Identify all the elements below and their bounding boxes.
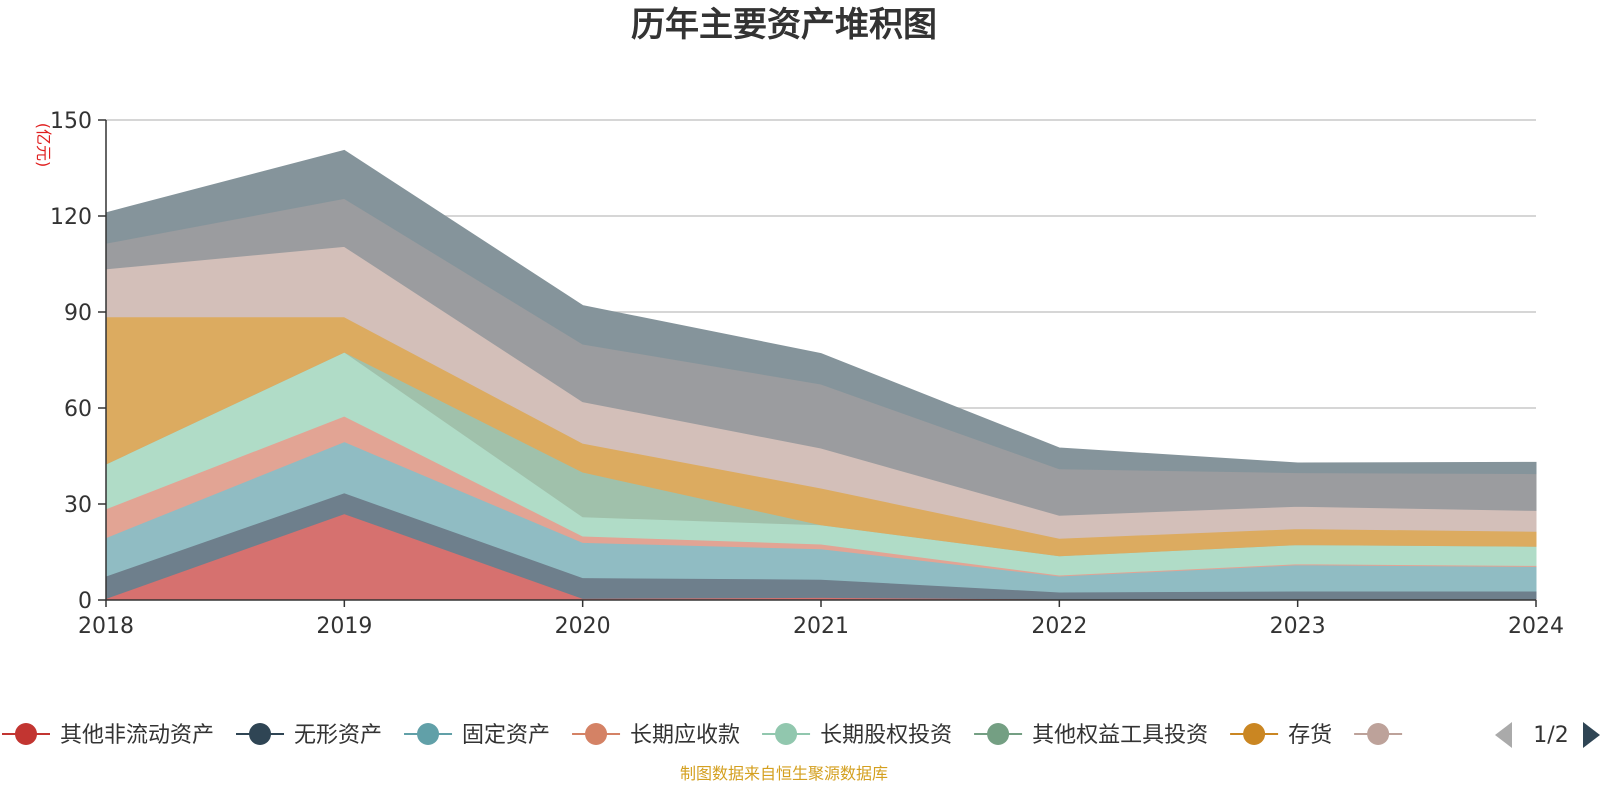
legend-circle-marker — [585, 723, 608, 745]
legend-circle-marker — [15, 723, 37, 745]
y-tick-label: 90 — [64, 301, 92, 326]
x-tick-label: 2019 — [316, 614, 372, 639]
legend-circle-marker — [249, 723, 272, 745]
legend-item-5[interactable]: 长期股权投资 — [762, 723, 952, 748]
area-series-10 — [105, 149, 1537, 475]
x-tick-label: 2018 — [78, 614, 134, 639]
legend-item-6[interactable]: 其他权益工具投资 — [974, 723, 1208, 748]
legend-pager: 1/2 — [1495, 722, 1600, 748]
legend-label: 存货 — [1288, 723, 1332, 748]
chart-title: 历年主要资产堆积图 — [631, 5, 937, 45]
x-tick-label: 2023 — [1270, 614, 1326, 639]
legend-label: 其他权益工具投资 — [1032, 723, 1208, 748]
legend-circle-marker — [987, 723, 1010, 745]
data-source-note: 制图数据来自恒生聚源数据库 — [680, 764, 888, 783]
legend-item-2[interactable]: 无形资产 — [236, 723, 382, 748]
legend-item-7[interactable]: 存货 — [1230, 723, 1332, 748]
triangle-right-icon[interactable] — [1583, 722, 1600, 748]
legend-label: 长期股权投资 — [820, 723, 952, 748]
legend-label: 固定资产 — [462, 723, 550, 748]
legend-circle-marker — [417, 723, 440, 745]
legend-item-3[interactable]: 固定资产 — [404, 723, 550, 748]
x-tick-label: 2024 — [1508, 614, 1564, 639]
y-axis-unit-label: (亿元) — [34, 123, 53, 168]
legend-circle-marker — [1367, 723, 1390, 745]
axes: 0 30 60 90 120 150 2018 2019 2020 2021 2022 2023 202… — [50, 109, 1564, 639]
x-tick-label: 2021 — [793, 614, 849, 639]
y-tick-label: 150 — [50, 109, 92, 134]
legend-label: 其他非流动资产 — [60, 723, 214, 748]
triangle-left-icon[interactable] — [1495, 722, 1512, 748]
legend-label: 长期应收款 — [630, 723, 740, 748]
legend: 其他非流动资产 无形资产 固定资产 长期应收款 长期股权投资 其他权益工具投资 存货 1/2 — [2, 722, 1600, 748]
legend-item-1[interactable]: 其他非流动资产 — [2, 723, 214, 748]
legend-item-4[interactable]: 长期应收款 — [572, 723, 740, 748]
y-tick-label: 30 — [64, 493, 92, 518]
legend-circle-marker — [775, 723, 798, 745]
y-tick-label: 60 — [64, 397, 92, 422]
y-tick-label: 0 — [78, 589, 92, 614]
legend-circle-marker — [1243, 723, 1266, 745]
x-tick-label: 2022 — [1031, 614, 1087, 639]
legend-item-8[interactable] — [1354, 723, 1403, 745]
legend-page-indicator: 1/2 — [1533, 723, 1568, 748]
y-tick-label: 120 — [50, 205, 92, 230]
legend-label: 无形资产 — [294, 723, 382, 748]
area-series-group — [105, 149, 1537, 601]
x-tick-label: 2020 — [555, 614, 611, 639]
